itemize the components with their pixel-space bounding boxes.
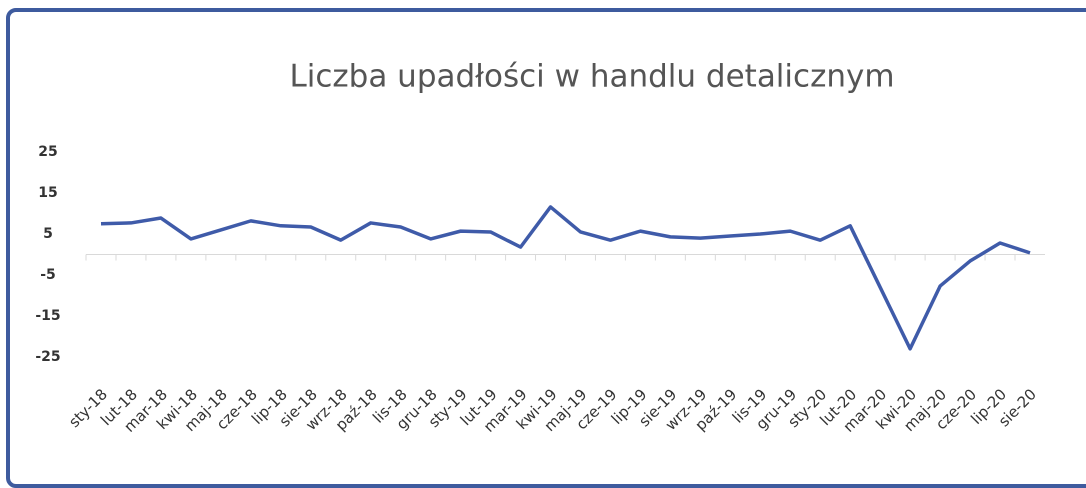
y-tick-label: -25 bbox=[35, 349, 60, 365]
chart: Liczba upadłości w handlu detalicznym 25… bbox=[35, 59, 1045, 436]
y-tick-label: -5 bbox=[40, 267, 56, 283]
y-tick-label: -15 bbox=[35, 308, 60, 324]
y-tick-label: 5 bbox=[43, 226, 53, 242]
line-series bbox=[100, 205, 1031, 351]
y-tick-label: 25 bbox=[38, 144, 57, 160]
page: {"chart_data": {"type": "line", "title":… bbox=[6, 8, 1086, 488]
chart-title: Liczba upadłości w handlu detalicznym bbox=[289, 59, 894, 95]
y-tick-label: 15 bbox=[38, 185, 57, 201]
